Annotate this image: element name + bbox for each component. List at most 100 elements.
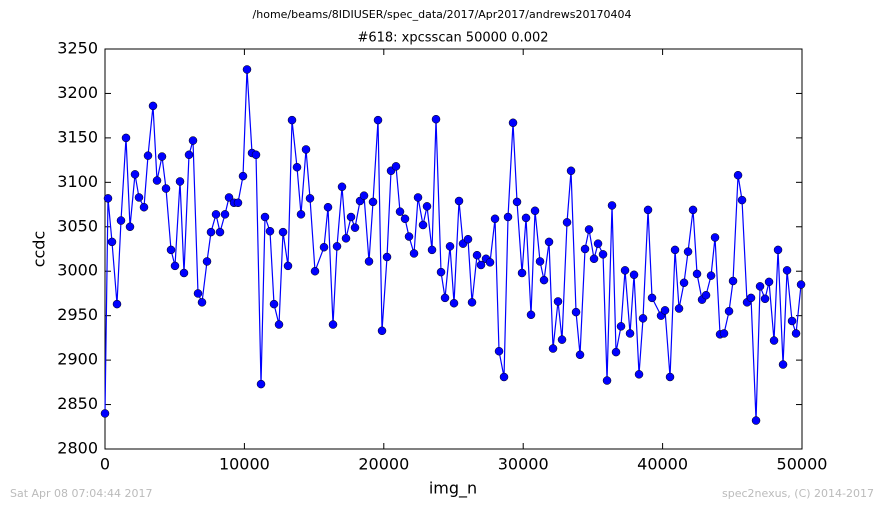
data-point [224,193,234,202]
data-point [769,336,779,345]
data-point [161,184,171,193]
data-point [328,320,338,329]
data-point [260,212,270,222]
data-point [431,114,441,124]
data-point [337,182,347,192]
data-point [242,65,252,74]
data-point [674,304,684,313]
data-line [104,69,802,421]
data-point [562,218,572,227]
y-tick-label: 3100 [57,172,98,191]
x-tick-label: 40000 [637,455,688,474]
data-point [796,280,806,289]
data-point [575,350,585,360]
plot-frame [104,48,803,450]
y-tick-label: 3050 [57,216,98,235]
data-point [517,268,527,278]
suptitle: /home/beams/8IDIUSER/spec_data/2017/Apr2… [253,8,632,21]
y-tick-label: 3000 [57,261,98,280]
data-point [724,306,734,316]
data-point [688,205,698,215]
data-point [508,118,518,128]
data-point [301,145,311,154]
data-point [296,210,306,219]
data-point [607,201,617,210]
data-point [467,298,477,307]
data-point [332,242,342,251]
data-point [310,266,320,276]
data-point [341,234,351,243]
data-point [107,237,117,247]
data-point [377,326,387,336]
data-point [778,360,788,369]
data-point [359,191,369,200]
data-point [112,299,122,309]
y-tick-label: 2800 [57,439,98,458]
x-tick-label: 20000 [358,455,409,474]
y-axis-label: ccdc [30,231,49,268]
data-point [211,210,221,219]
data-point [598,250,608,259]
data-point [265,226,275,236]
data-point [503,212,513,222]
data-point [100,409,110,418]
data-point [710,233,720,242]
data-point [625,329,635,338]
x-tick-label: 50000 [777,455,828,474]
data-point [620,266,630,275]
data-point [238,171,248,181]
data-point [634,370,644,379]
data-point [701,290,711,300]
data-point [629,270,639,280]
chart-title: #618: xpcsscan 50000 0.002 [357,31,548,46]
data-point [490,214,500,224]
y-tick-label: 3150 [57,127,98,146]
data-point [773,245,783,255]
data-point [454,196,464,206]
data-point [404,232,414,241]
data-point [116,216,126,225]
data-point [535,257,545,266]
data-point [278,227,288,237]
y-tick-label: 2950 [57,305,98,324]
data-point [719,329,729,338]
data-point [206,227,216,237]
data-point [233,198,243,208]
data-point [391,162,401,171]
x-tick-label: 30000 [498,455,549,474]
data-point [413,193,423,202]
data-point [751,416,761,425]
data-point [373,115,383,125]
data-point [139,202,149,212]
data-point [733,170,743,180]
data-point [706,271,716,280]
data-point [463,234,473,244]
data-point [427,245,437,255]
data-point [548,344,558,353]
data-point [350,223,360,232]
data-point [121,133,131,143]
data-point [440,293,450,303]
data-point [251,150,261,160]
data-point [346,212,356,222]
data-point [557,335,567,344]
data-point [553,297,563,306]
data-point [436,267,446,277]
data-point [170,261,180,271]
data-point [539,275,549,285]
data-point [476,260,486,270]
y-tick-label: 3200 [57,83,98,102]
data-point [418,220,428,230]
data-point [148,101,158,111]
data-point [175,177,185,186]
data-point [791,329,801,338]
data-point [152,176,162,185]
data-point [526,310,536,320]
data-point [512,197,522,207]
data-point [215,227,225,237]
data-point [746,293,756,303]
data-point [737,195,747,205]
data-point [134,193,144,202]
data-point [521,213,531,223]
